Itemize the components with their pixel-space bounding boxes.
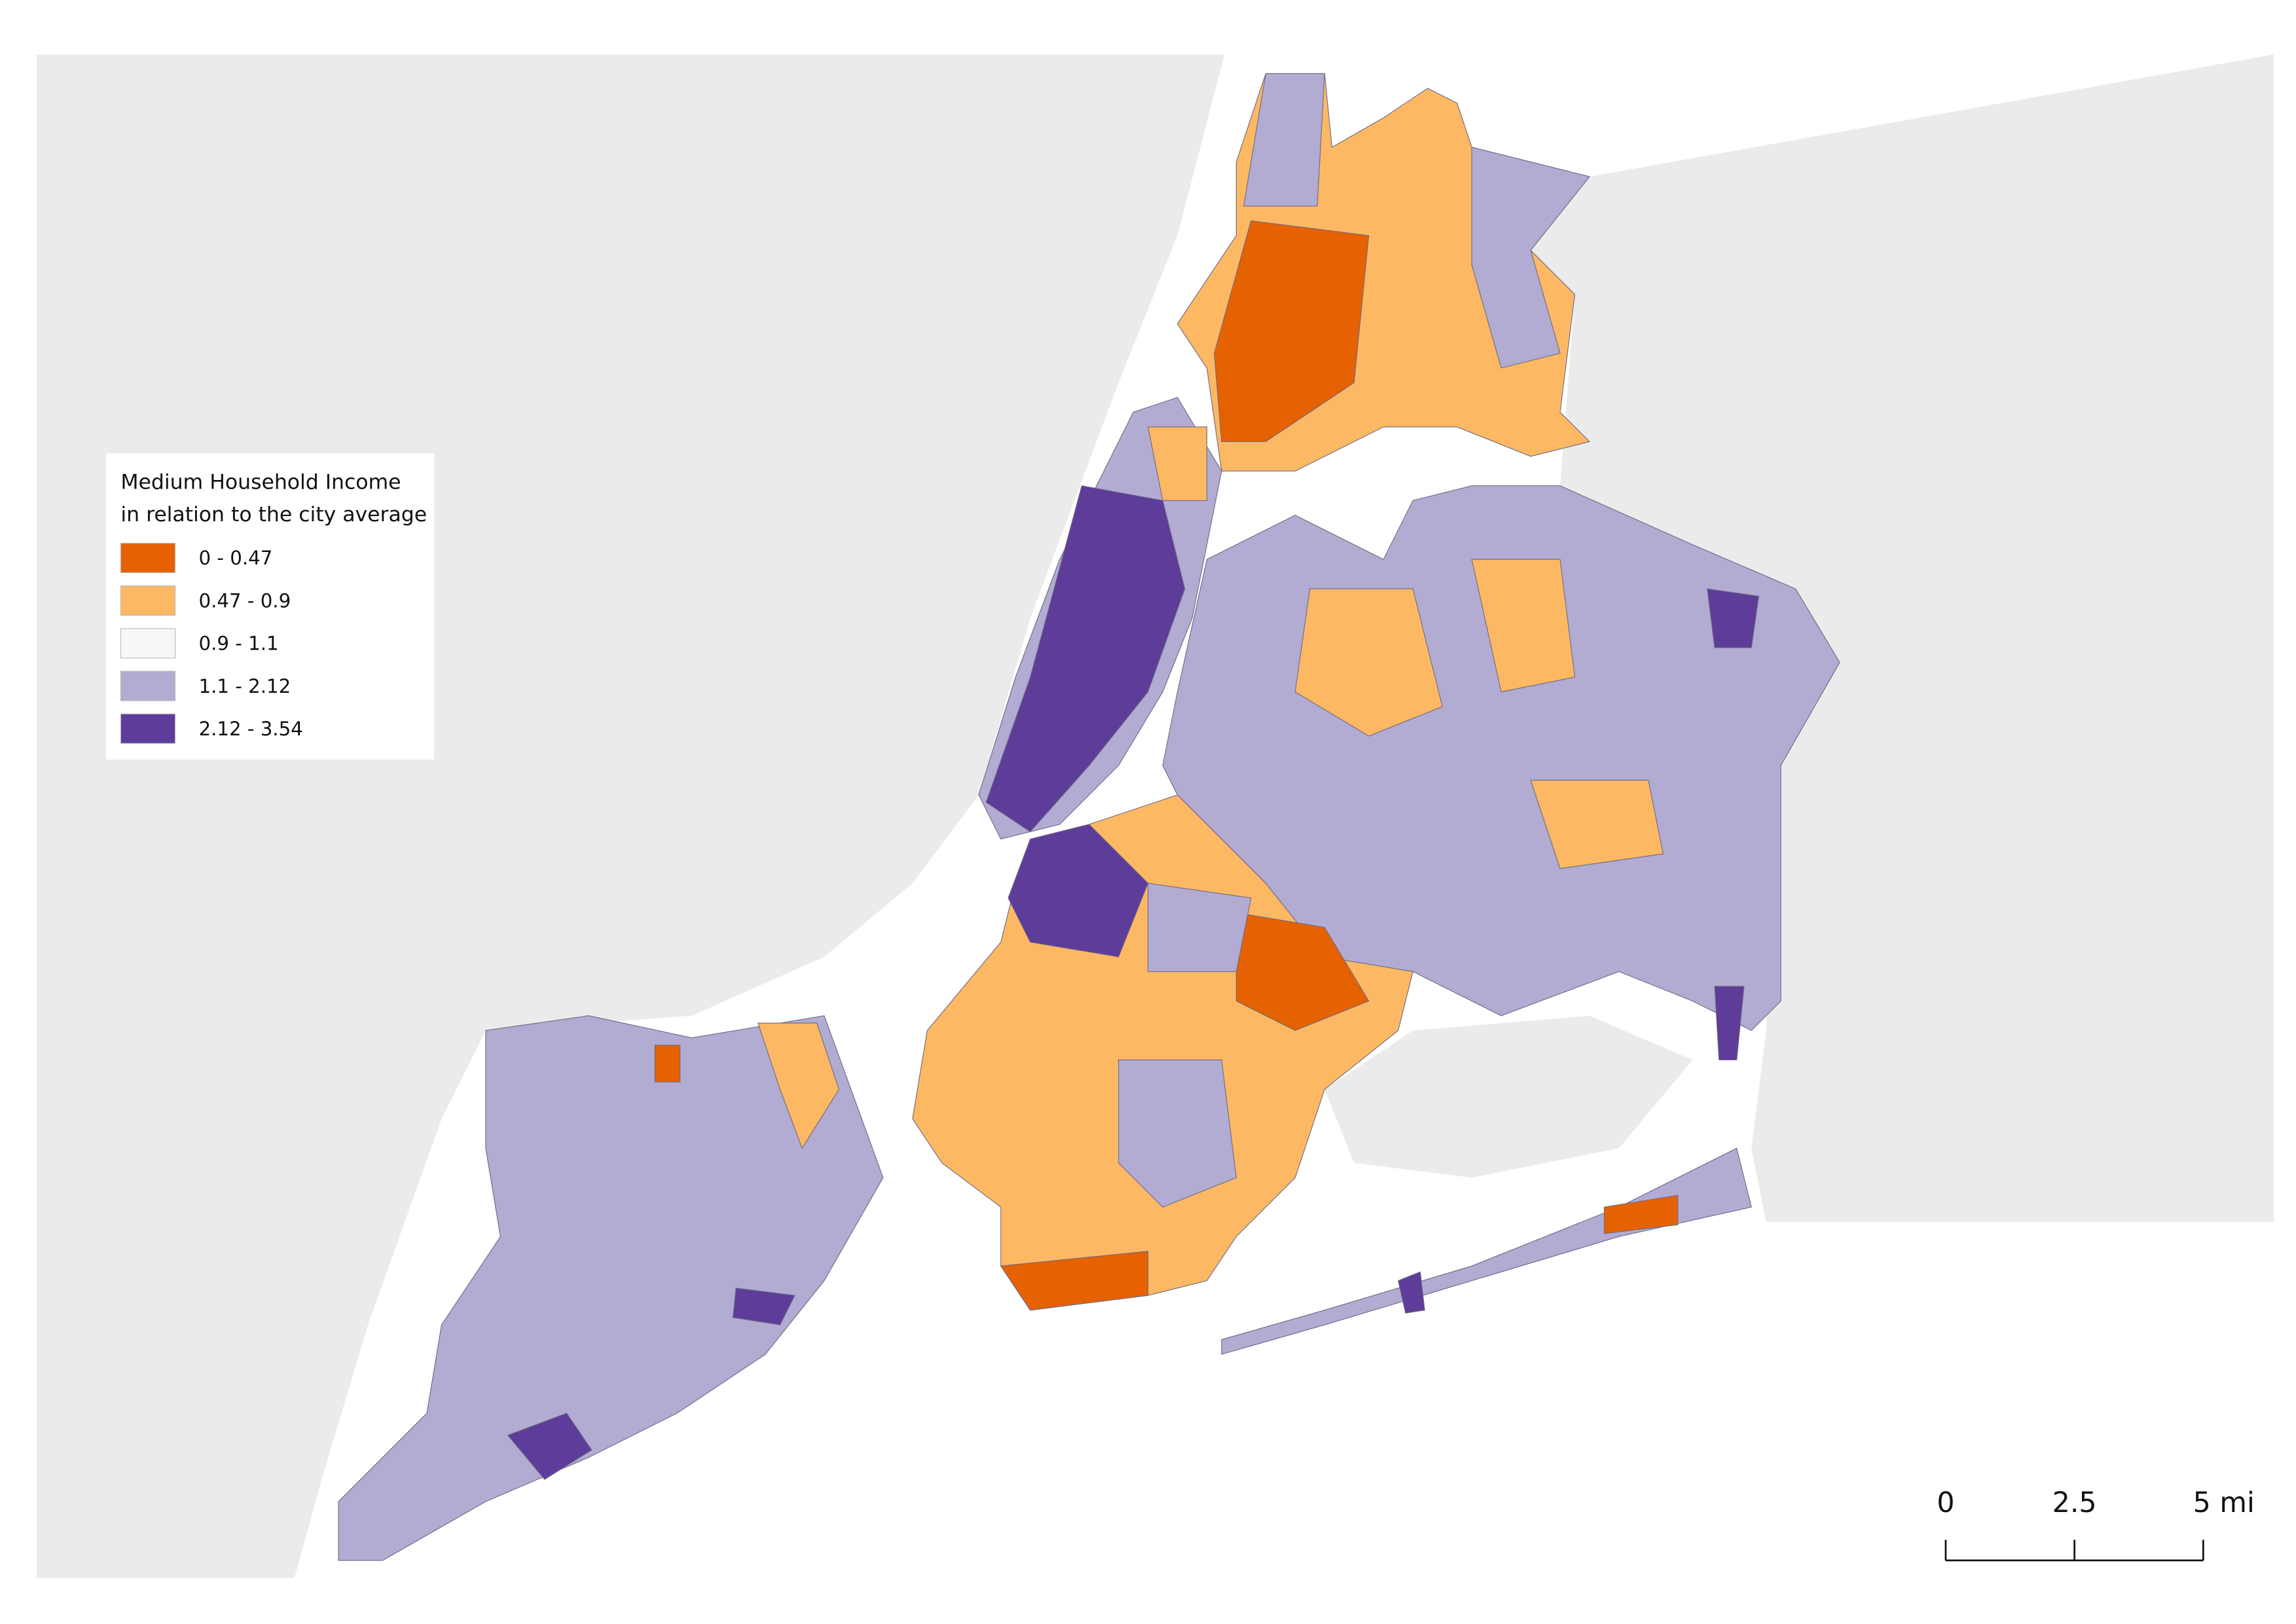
staten-island-tottenville-tract xyxy=(507,1412,592,1480)
legend-label: 0.47 - 0.9 xyxy=(199,589,291,612)
staten-island-st-george xyxy=(654,1044,681,1082)
legend-label: 0 - 0.47 xyxy=(199,547,273,569)
bronx-riverdale-tracts xyxy=(1243,73,1325,207)
legend-label: 1.1 - 2.12 xyxy=(199,675,291,697)
scale-tick-label: 0 xyxy=(1937,1486,1954,1519)
scale-tick-label: 5 mi xyxy=(2193,1486,2255,1519)
new-jersey-land xyxy=(37,54,1225,1578)
harlem-tracts xyxy=(1147,426,1207,501)
brooklyn-heights-tracts xyxy=(1008,824,1149,957)
rockaway xyxy=(1221,1147,1752,1355)
queens-flushing xyxy=(1471,559,1576,693)
queens-douglaston xyxy=(1707,588,1760,648)
jamaica-bay-marsh xyxy=(1324,1016,1693,1178)
legend-label: 2.12 - 3.54 xyxy=(199,718,303,740)
legend: Medium Household Income in relation to t… xyxy=(105,453,435,760)
bronx-east-tracts xyxy=(1471,147,1590,369)
queens-jfk-edge xyxy=(1714,986,1745,1061)
far-rockaway-tracts xyxy=(1603,1194,1679,1234)
breezy-point-tract xyxy=(1398,1271,1425,1314)
brooklyn-midwood-tracts xyxy=(1118,1060,1237,1208)
bronx-south-tracts xyxy=(1214,220,1370,442)
legend-label: 0.9 - 1.1 xyxy=(199,633,279,655)
legend-swatch xyxy=(120,671,176,701)
legend-swatch xyxy=(120,628,176,659)
long-island-land xyxy=(1530,54,2274,1222)
brooklyn-park-slope-tracts xyxy=(1147,883,1252,972)
brooklyn-east-ny-tracts xyxy=(1235,912,1370,1031)
manhattan-core-tracts xyxy=(985,485,1186,832)
legend-title: Medium Household Income xyxy=(120,470,401,494)
scale-tick-label: 2.5 xyxy=(2052,1486,2097,1519)
legend-title: in relation to the city average xyxy=(120,503,427,526)
legend-swatch xyxy=(120,585,176,616)
staten-island-north-shore xyxy=(757,1022,840,1149)
staten-island-east-tract xyxy=(732,1287,795,1325)
coney-island-tracts xyxy=(1000,1251,1149,1311)
legend-swatch xyxy=(120,542,176,574)
legend-swatch xyxy=(120,713,176,744)
scale-bar: 0 2.5 5 mi xyxy=(1937,1486,2255,1562)
queens-jackson-heights xyxy=(1294,588,1443,737)
queens-richmond-hill xyxy=(1530,779,1664,869)
staten-island xyxy=(338,1015,884,1561)
